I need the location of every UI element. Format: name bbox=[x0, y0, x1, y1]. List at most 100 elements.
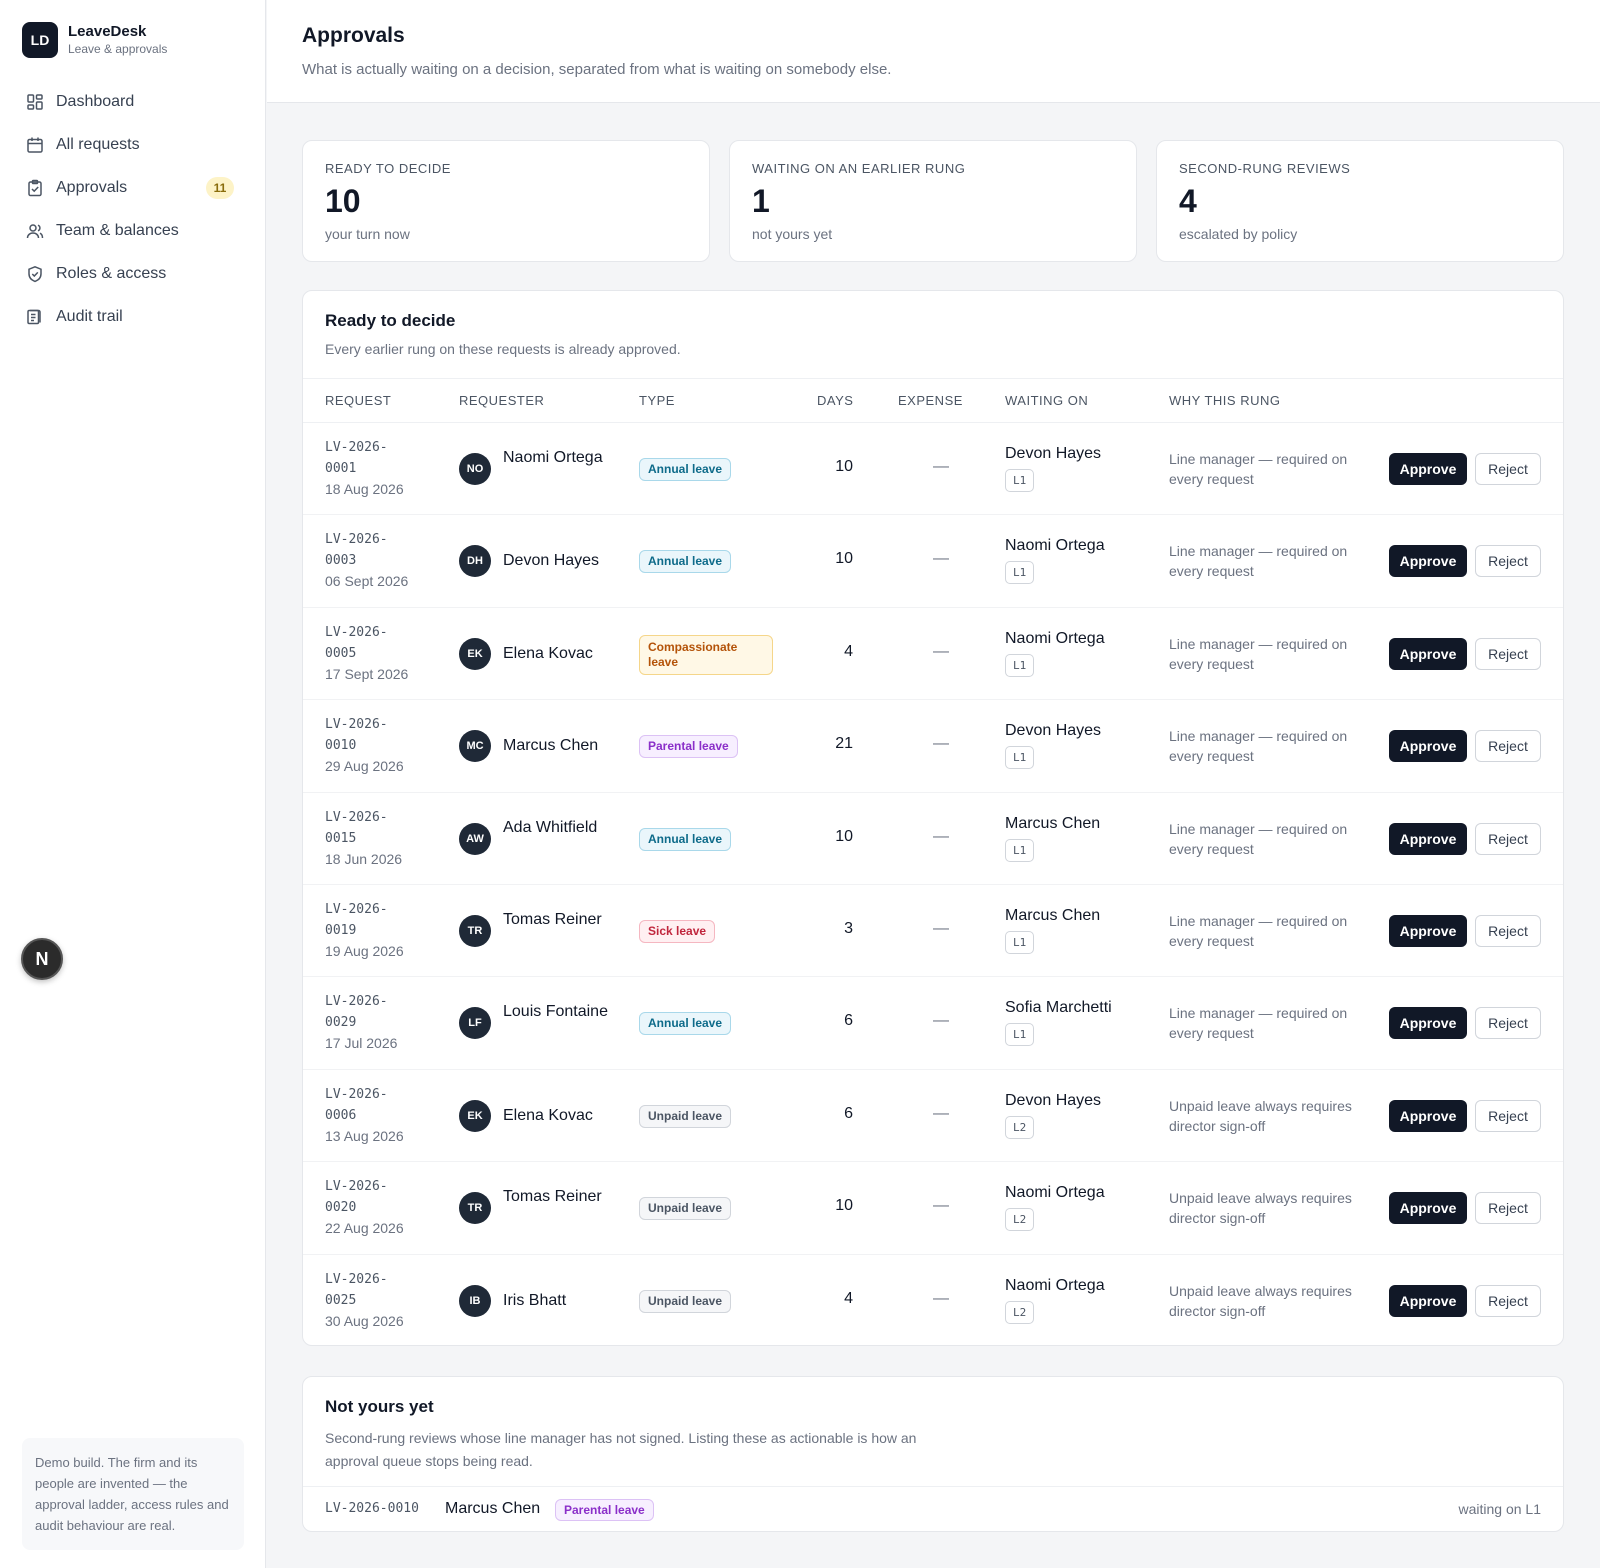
leave-type-badge: Unpaid leave bbox=[639, 1197, 732, 1221]
request-date: 17 Jul 2026 bbox=[325, 1035, 398, 1052]
waiting-on: Devon Hayes L2 bbox=[1005, 1092, 1101, 1139]
rung-badge: L1 bbox=[1005, 838, 1035, 862]
expense-value: — bbox=[933, 642, 949, 660]
floating-assistant-button[interactable]: N bbox=[21, 938, 63, 980]
approve-button[interactable]: Approve bbox=[1389, 637, 1467, 670]
requester-name: Elena Kovac bbox=[503, 1106, 593, 1124]
why-this-rung: Line manager — required on every request bbox=[1169, 912, 1348, 949]
expense-value: — bbox=[933, 1104, 949, 1122]
avatar: MC bbox=[459, 730, 491, 763]
request-id[interactable]: LV-2026- 0006 13 Aug 2026 bbox=[325, 1084, 404, 1147]
panel-header: Ready to decide Every earlier rung on th… bbox=[303, 291, 1563, 379]
waiting-on: Naomi Ortega L1 bbox=[1005, 630, 1105, 677]
approve-button[interactable]: Approve bbox=[1389, 914, 1467, 947]
approvals-count-badge: 11 bbox=[206, 177, 234, 199]
approve-button[interactable]: Approve bbox=[1389, 453, 1467, 485]
not-yours-list: LV-2026-0010 Marcus Chen Parental leave wai… bbox=[303, 1487, 1563, 1531]
dashboard-icon bbox=[26, 93, 44, 111]
avatar: EK bbox=[459, 637, 491, 670]
approve-button[interactable]: Approve bbox=[1389, 1284, 1467, 1317]
sidebar-item-audit-trail[interactable]: Audit trail bbox=[16, 295, 248, 338]
approve-button[interactable]: Approve bbox=[1389, 730, 1467, 763]
reject-button[interactable]: Reject bbox=[1475, 545, 1541, 578]
list-item[interactable]: LV-2026-0010 Marcus Chen Parental leave wai… bbox=[303, 1487, 1563, 1531]
request-id[interactable]: LV-2026- 0025 30 Aug 2026 bbox=[325, 1269, 404, 1332]
table-row: LV-2026- 0015 18 Jun 2026 AW Ada Whitfield An… bbox=[303, 793, 1563, 885]
request-id[interactable]: LV-2026- 0015 18 Jun 2026 bbox=[325, 807, 402, 870]
approve-button[interactable]: Approve bbox=[1389, 1007, 1467, 1040]
approver-name: Naomi Ortega bbox=[1005, 629, 1105, 647]
days-value: 4 bbox=[844, 1289, 853, 1307]
reject-button[interactable]: Reject bbox=[1475, 1099, 1541, 1132]
approve-button[interactable]: Approve bbox=[1389, 1099, 1467, 1132]
stat-note: your turn now bbox=[325, 226, 410, 242]
why-this-rung: Line manager — required on every request bbox=[1169, 451, 1348, 487]
sidebar-item-label: Dashboard bbox=[56, 92, 135, 110]
requester-name: Louis Fontaine bbox=[503, 1003, 608, 1021]
sidebar-item-label: Audit trail bbox=[56, 307, 123, 325]
request-date: 19 Aug 2026 bbox=[325, 942, 404, 959]
reject-button[interactable]: Reject bbox=[1475, 822, 1541, 855]
approver-name: Naomi Ortega bbox=[1005, 1276, 1105, 1294]
request-id[interactable]: LV-2026- 0020 22 Aug 2026 bbox=[325, 1176, 404, 1239]
request-id[interactable]: LV-2026- 0029 17 Jul 2026 bbox=[325, 991, 397, 1054]
sidebar-item-dashboard[interactable]: Dashboard bbox=[16, 80, 248, 123]
brand-name: LeaveDesk bbox=[68, 23, 147, 40]
reject-button[interactable]: Reject bbox=[1475, 453, 1541, 485]
rung-badge: L1 bbox=[1005, 653, 1035, 677]
sidebar-item-label: All requests bbox=[56, 135, 140, 153]
request-id[interactable]: LV-2026- 0001 18 Aug 2026 bbox=[325, 437, 404, 500]
requester-name: Tomas Reiner bbox=[503, 910, 602, 928]
table-row: LV-2026- 0025 30 Aug 2026 IB Iris Bhatt Unpai… bbox=[303, 1255, 1563, 1345]
approve-button[interactable]: Approve bbox=[1389, 1192, 1467, 1225]
reject-button[interactable]: Reject bbox=[1475, 730, 1541, 763]
brand[interactable]: LD LeaveDesk Leave & approvals bbox=[22, 22, 167, 58]
expense-value: — bbox=[933, 1197, 949, 1215]
page-header: Approvals What is actually waiting on a … bbox=[267, 0, 1600, 103]
requester-name: Iris Bhatt bbox=[503, 1291, 567, 1309]
leave-type-badge: Annual leave bbox=[639, 550, 732, 574]
column-header-waiting-on: WAITING ON bbox=[1005, 393, 1089, 408]
approve-button[interactable]: Approve bbox=[1389, 822, 1467, 855]
stat-note: escalated by policy bbox=[1179, 226, 1298, 242]
request-id[interactable]: LV-2026- 0005 17 Sept 2026 bbox=[325, 622, 408, 685]
brand-subtitle: Leave & approvals bbox=[68, 42, 168, 56]
request-id-number: 0006 bbox=[325, 1107, 357, 1123]
request-date: 13 Aug 2026 bbox=[325, 1127, 404, 1144]
table-row: LV-2026- 0010 29 Aug 2026 MC Marcus Chen Pare… bbox=[303, 700, 1563, 793]
avatar: DH bbox=[459, 545, 491, 578]
why-this-rung: Unpaid leave always requires director si… bbox=[1169, 1190, 1352, 1227]
sidebar-item-all-requests[interactable]: All requests bbox=[16, 123, 248, 166]
table-row: LV-2026- 0019 19 Aug 2026 TR Tomas Reiner Sic… bbox=[303, 885, 1563, 978]
reject-button[interactable]: Reject bbox=[1475, 1192, 1541, 1225]
expense-value: — bbox=[933, 919, 949, 937]
approve-button[interactable]: Approve bbox=[1389, 545, 1467, 578]
demo-note: Demo build. The firm and its people are … bbox=[22, 1438, 244, 1550]
why-this-rung: Line manager — required on every request bbox=[1169, 543, 1348, 580]
reject-button[interactable]: Reject bbox=[1475, 914, 1541, 947]
requester-name: Devon Hayes bbox=[503, 552, 600, 570]
reject-button[interactable]: Reject bbox=[1475, 1284, 1541, 1317]
column-header-expense: EXPENSE bbox=[898, 393, 963, 408]
requester-name: Tomas Reiner bbox=[503, 1188, 602, 1206]
sidebar-item-roles-access[interactable]: Roles & access bbox=[16, 252, 248, 295]
waiting-on: Naomi Ortega L1 bbox=[1005, 537, 1105, 585]
request-id-prefix: LV-2026- bbox=[325, 1179, 388, 1195]
request-id-number: 0001 bbox=[325, 461, 357, 476]
request-id[interactable]: LV-2026- 0019 19 Aug 2026 bbox=[325, 899, 404, 962]
waiting-on: Marcus Chen L1 bbox=[1005, 907, 1100, 954]
table-row: LV-2026- 0029 17 Jul 2026 LF Louis Fontaine A… bbox=[303, 977, 1563, 1070]
table-header: REQUEST REQUESTER TYPE DAYS EXPENSE WAIT… bbox=[303, 379, 1563, 423]
stat-card-waiting: WAITING ON AN EARLIER RUNG 1 not yours y… bbox=[729, 140, 1137, 262]
sidebar-item-approvals[interactable]: Approvals 11 bbox=[16, 166, 248, 209]
calendar-icon bbox=[26, 136, 44, 154]
not-yours-yet-panel: Not yours yet Second-rung reviews whose … bbox=[302, 1376, 1564, 1532]
reject-button[interactable]: Reject bbox=[1475, 637, 1541, 670]
expense-value: — bbox=[933, 550, 949, 568]
sidebar-item-team-balances[interactable]: Team & balances bbox=[16, 209, 248, 252]
request-id[interactable]: LV-2026- 0003 06 Sept 2026 bbox=[325, 529, 408, 592]
reject-button[interactable]: Reject bbox=[1475, 1007, 1541, 1040]
request-date: 18 Aug 2026 bbox=[325, 481, 404, 497]
request-id[interactable]: LV-2026- 0010 29 Aug 2026 bbox=[325, 714, 404, 777]
table-body: LV-2026- 0001 18 Aug 2026 NO Naomi Ortega Ann… bbox=[303, 423, 1563, 1345]
